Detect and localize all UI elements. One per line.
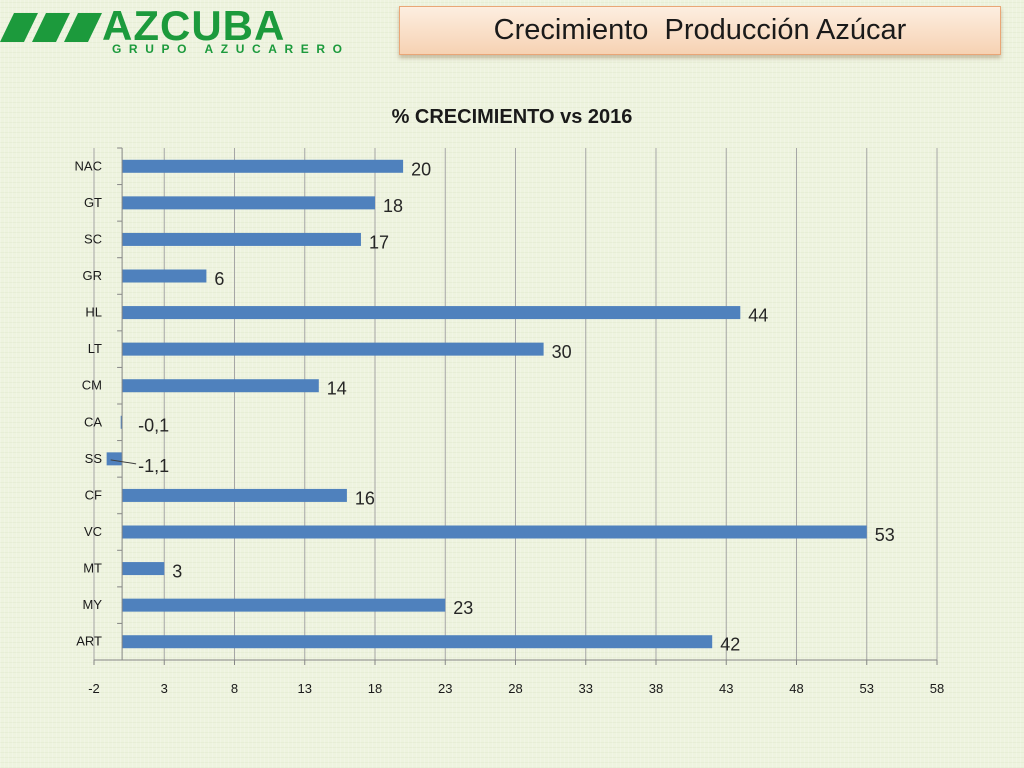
bar-vc <box>122 525 867 539</box>
category-label: NAC <box>75 158 102 173</box>
data-label: 23 <box>453 598 473 618</box>
x-tick-label: 33 <box>579 681 593 696</box>
x-tick-label: -2 <box>88 681 100 696</box>
bar-sc <box>122 232 361 246</box>
chart-bars <box>106 159 867 649</box>
bar-ca <box>120 415 123 429</box>
x-tick-label: 3 <box>161 681 168 696</box>
x-tick-label: 53 <box>860 681 874 696</box>
data-label: 44 <box>748 306 768 326</box>
x-tick-label: 23 <box>438 681 452 696</box>
data-label: 30 <box>552 342 572 362</box>
logo-subtitle: GRUPO AZUCARERO <box>112 42 350 56</box>
data-label: 3 <box>172 562 182 582</box>
bar-mt <box>122 562 165 576</box>
bar-nac <box>122 159 404 173</box>
data-label: 14 <box>327 379 347 399</box>
category-label: HL <box>85 305 102 320</box>
data-label: 53 <box>875 525 895 545</box>
x-tick-label: 13 <box>298 681 312 696</box>
category-label: MT <box>83 561 102 576</box>
chart-title: % CRECIMIENTO vs 2016 <box>392 106 633 128</box>
bar-lt <box>122 342 544 356</box>
category-label: SS <box>85 451 103 466</box>
category-label: VC <box>84 524 102 539</box>
logo-text: AZCUBA <box>102 2 286 49</box>
data-label: -1,1 <box>138 456 169 476</box>
category-label: ART <box>76 634 102 649</box>
category-label: GT <box>84 195 102 210</box>
bar-my <box>122 598 446 612</box>
bar-gr <box>122 269 207 283</box>
data-label: 16 <box>355 488 375 508</box>
chart-gridlines <box>93 148 938 660</box>
x-tick-label: 58 <box>930 681 944 696</box>
category-label: SC <box>84 231 102 246</box>
x-tick-label: 18 <box>368 681 382 696</box>
chart-axes <box>93 147 938 665</box>
bar-art <box>122 635 713 649</box>
category-label: CF <box>85 487 102 502</box>
data-label: 6 <box>214 269 224 289</box>
data-label: 20 <box>411 159 431 179</box>
bar-hl <box>122 306 741 320</box>
bar-cf <box>122 488 347 502</box>
bar-gt <box>122 196 375 210</box>
x-tick-label: 48 <box>789 681 803 696</box>
data-label-leader <box>110 459 137 465</box>
x-tick-label: 28 <box>508 681 522 696</box>
slide-title: Crecimiento Producción Azúcar <box>493 14 907 46</box>
data-label: 42 <box>720 635 740 655</box>
azcuba-logo: AZCUBA GRUPO AZUCARERO <box>0 4 380 56</box>
category-label: LT <box>88 341 102 356</box>
category-label: CA <box>84 414 102 429</box>
logo-stripes-icon <box>0 13 102 42</box>
bar-cm <box>122 379 319 393</box>
x-tick-label: 43 <box>719 681 733 696</box>
logo-wordmark: AZCUBA <box>102 4 285 48</box>
category-label: GR <box>83 268 103 283</box>
category-label: MY <box>83 597 103 612</box>
bar-ss <box>106 452 123 466</box>
slide-title-box: Crecimiento Producción Azúcar <box>399 6 1001 55</box>
x-tick-label: 38 <box>649 681 663 696</box>
data-label: -0,1 <box>138 415 169 435</box>
x-tick-label: 8 <box>231 681 238 696</box>
data-label: 18 <box>383 196 403 216</box>
category-label: CM <box>82 378 102 393</box>
data-label: 17 <box>369 232 389 252</box>
